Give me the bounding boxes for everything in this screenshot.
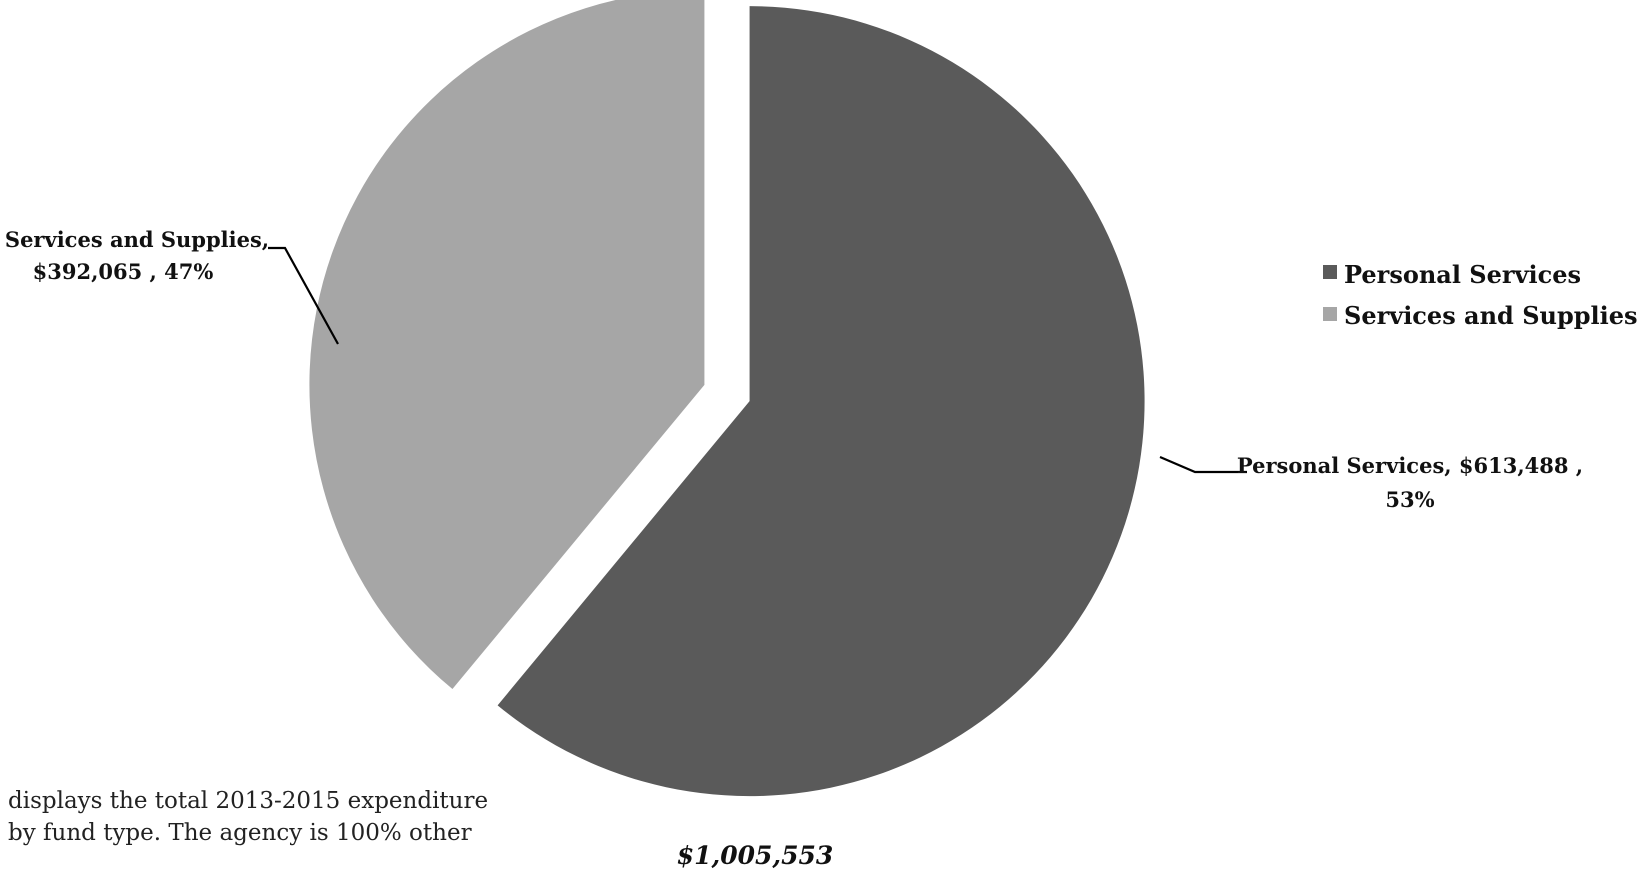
legend: Personal Services Services and Supplies — [1323, 260, 1638, 330]
data-label-personal-services-line2: 53% — [1385, 487, 1434, 512]
leader-line-personal-services — [1159, 455, 1247, 474]
legend-swatch-services-and-supplies — [1323, 307, 1337, 321]
pie-slices — [309, 0, 1145, 797]
data-label-services-and-supplies-line2: $392,065 , 47% — [33, 259, 214, 284]
total-label: $1,005,553 — [677, 841, 834, 870]
body-text-line2: by fund type. The agency is 100% other — [8, 820, 472, 846]
pie-slice-services-and-supplies — [309, 0, 705, 690]
data-label-personal-services-line1: Personal Services, $613,488 , — [1237, 453, 1583, 478]
legend-swatch-personal-services — [1323, 265, 1337, 279]
pie-slice-personal-services — [497, 6, 1145, 797]
legend-label-services-and-supplies: Services and Supplies — [1344, 301, 1638, 330]
legend-label-personal-services: Personal Services — [1344, 260, 1581, 289]
body-text-line1: displays the total 2013-2015 expenditure — [8, 788, 488, 814]
leader-line-services-and-supplies — [268, 246, 339, 345]
data-label-services-and-supplies-line1: Services and Supplies, — [5, 227, 269, 252]
